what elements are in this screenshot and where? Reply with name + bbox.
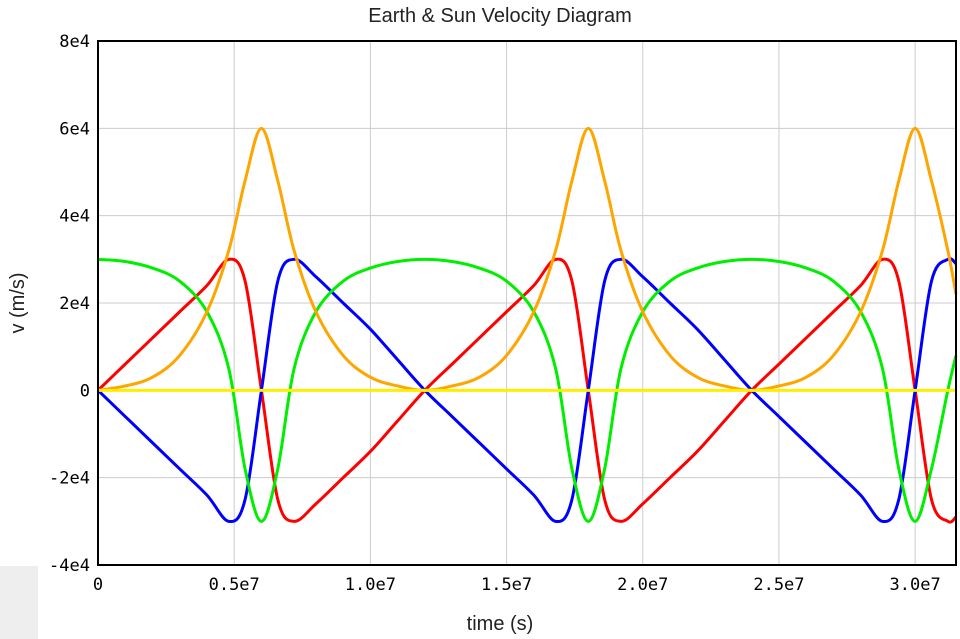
x-tick-label: 2.5e7 (753, 575, 804, 595)
x-tick-label: 3.0e7 (890, 575, 941, 595)
y-tick-label: -4e4 (49, 556, 90, 576)
x-axis-label: time (s) (467, 613, 534, 635)
series-line-2 (97, 257, 958, 523)
x-tick-label: 1.0e7 (345, 575, 396, 595)
y-tick-label: -2e4 (49, 469, 90, 489)
y-tick-label: 4e4 (59, 207, 90, 227)
left-margin-band (0, 566, 38, 639)
series-line-3 (97, 126, 958, 392)
y-tick-label: 8e4 (59, 32, 90, 52)
x-tick-label: 0 (93, 575, 103, 595)
y-axis-label: v (m/s) (7, 272, 29, 333)
series-line-0 (96, 257, 957, 524)
x-tick-labels: 0 0.5e7 1.0e7 1.5e7 2.0e7 2.5e7 3.0e7 (93, 575, 941, 595)
y-tick-labels: -4e4 -2e4 0 2e4 4e4 6e4 8e4 (49, 32, 90, 576)
plot-frame (97, 40, 957, 566)
x-tick-label: 0.5e7 (209, 575, 260, 595)
chart-title: Earth & Sun Velocity Diagram (368, 5, 631, 27)
series-group (96, 126, 958, 524)
y-tick-label: 2e4 (59, 294, 90, 314)
series-line-1 (96, 257, 957, 523)
x-tick-label: 2.0e7 (617, 575, 668, 595)
x-tick-label: 1.5e7 (481, 575, 532, 595)
y-tick-label: 6e4 (59, 119, 90, 139)
y-tick-label: 0 (80, 381, 90, 401)
